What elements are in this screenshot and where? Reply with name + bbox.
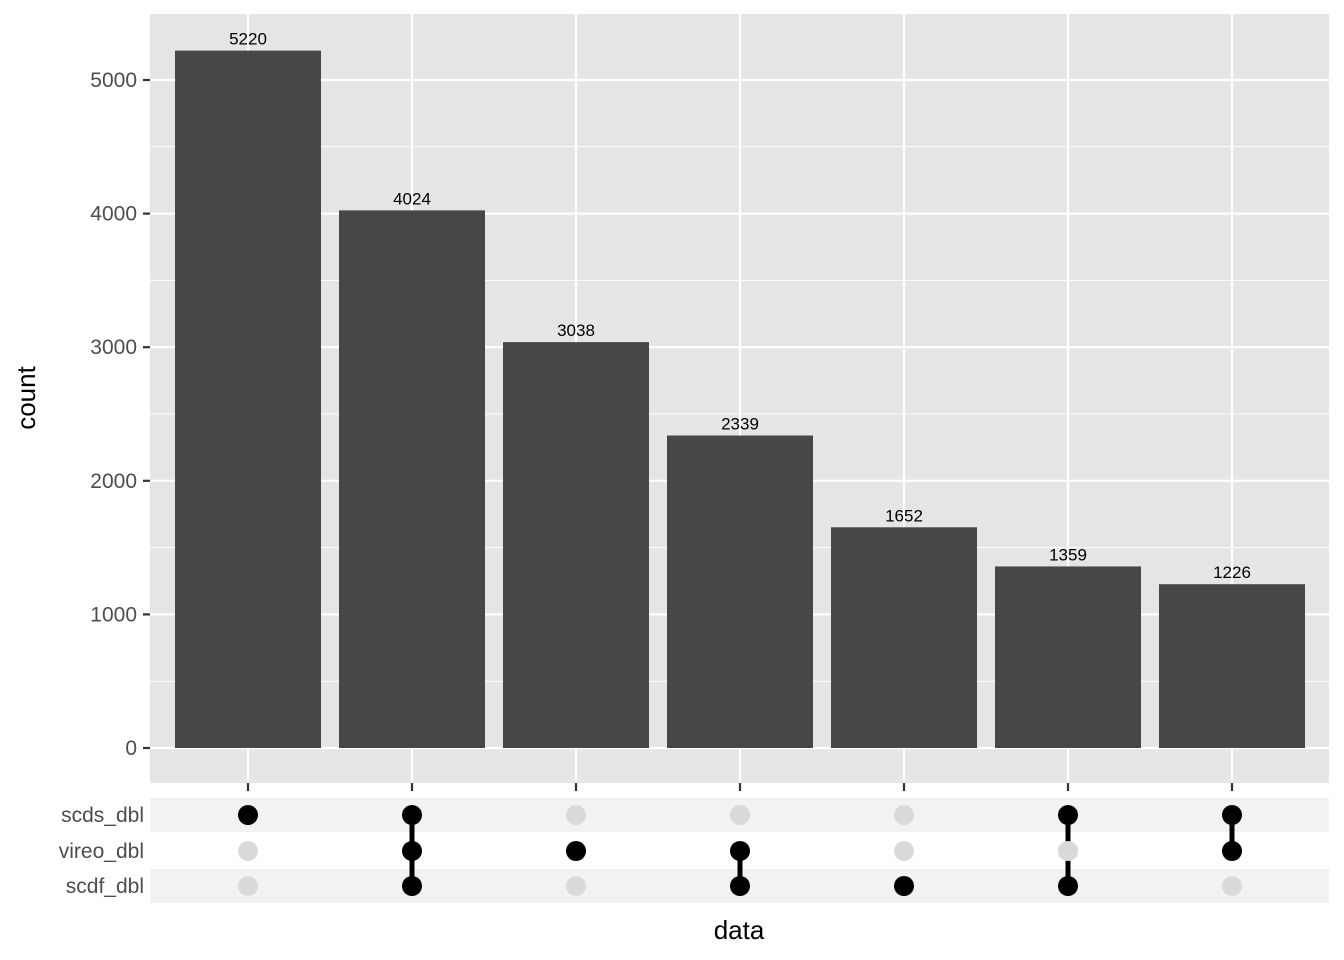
matrix-dot-active: [1222, 841, 1242, 861]
matrix-dot-inactive: [1058, 841, 1078, 861]
y-tick-label: 0: [125, 737, 137, 760]
bar: [503, 342, 649, 748]
set-label: scds_dbl: [61, 804, 144, 827]
bar: [175, 50, 321, 748]
y-tick-label: 2000: [90, 470, 137, 493]
set-label: vireo_dbl: [59, 840, 144, 863]
matrix-dot-active: [402, 805, 422, 825]
bar: [831, 527, 977, 748]
y-tick-label: 1000: [90, 603, 137, 626]
matrix-dot-active: [238, 805, 258, 825]
matrix-dot-inactive: [238, 876, 258, 896]
y-tick-label: 3000: [90, 336, 137, 359]
x-ticks: [246, 783, 1234, 791]
y-axis-title: count: [11, 365, 41, 429]
matrix-dot-active: [894, 876, 914, 896]
matrix-dot-active: [730, 841, 750, 861]
bars: [175, 50, 1305, 748]
bar: [995, 566, 1141, 748]
bar-value-label: 1652: [885, 506, 923, 525]
matrix-dot-inactive: [894, 805, 914, 825]
matrix-dot-inactive: [730, 805, 750, 825]
y-tick-label: 5000: [90, 69, 137, 92]
matrix-dot-inactive: [238, 841, 258, 861]
matrix-dot-active: [1058, 876, 1078, 896]
matrix-dot-active: [402, 841, 422, 861]
matrix-dot-inactive: [566, 876, 586, 896]
bar-value-label: 2339: [721, 415, 759, 434]
matrix-dot-inactive: [1222, 876, 1242, 896]
matrix-dot-inactive: [566, 805, 586, 825]
bar-value-label: 4024: [393, 189, 431, 208]
matrix-dot-active: [566, 841, 586, 861]
matrix-dot-active: [730, 876, 750, 896]
bar-labels: 5220 4024 3038 2339 1652 1359 1226: [229, 30, 1251, 583]
matrix-dot-inactive: [894, 841, 914, 861]
bar-value-label: 3038: [557, 321, 595, 340]
bar-value-label: 1226: [1213, 563, 1251, 582]
x-axis-title: data: [714, 915, 765, 945]
bar-value-label: 1359: [1049, 545, 1087, 564]
y-axis: 0 1000 2000 3000 4000 5000: [90, 69, 150, 760]
y-tick-label: 4000: [90, 203, 137, 226]
set-label: scdf_dbl: [66, 875, 144, 898]
bar: [1159, 584, 1305, 748]
matrix-dot-active: [1058, 805, 1078, 825]
bar: [667, 435, 813, 748]
matrix-dot-active: [402, 876, 422, 896]
matrix-dot-active: [1222, 805, 1242, 825]
intersection-matrix: scds_dbl vireo_dbl scdf_dbl: [59, 798, 1329, 903]
bar-value-label: 5220: [229, 30, 267, 49]
bar: [339, 210, 485, 748]
